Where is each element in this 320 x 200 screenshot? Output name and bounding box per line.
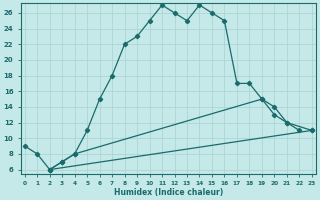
X-axis label: Humidex (Indice chaleur): Humidex (Indice chaleur) [114,188,223,197]
